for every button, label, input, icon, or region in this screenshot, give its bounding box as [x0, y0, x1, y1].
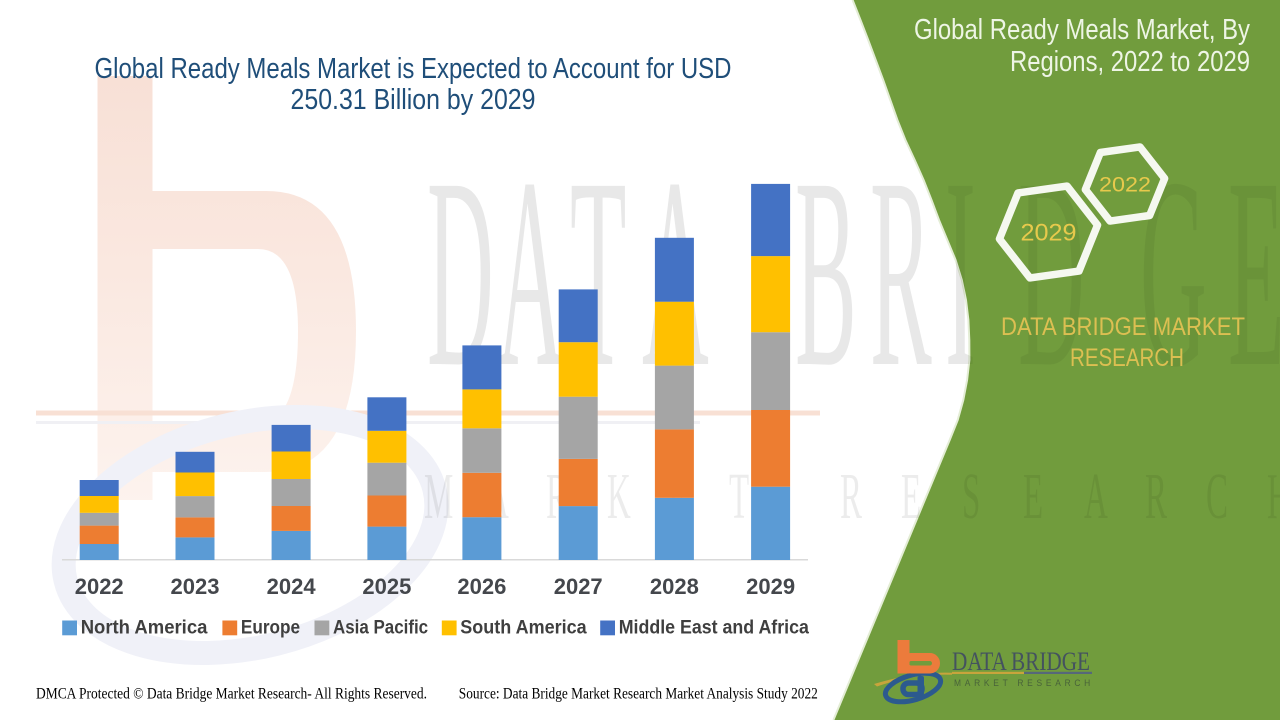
svg-text:DATA BRIDGE: DATA BRIDGE	[952, 647, 1090, 676]
svg-text:Global Ready Meals Market, By: Global Ready Meals Market, By	[914, 14, 1250, 46]
svg-text:DMCA Protected © Data Bridge M: DMCA Protected © Data Bridge Market Rese…	[36, 686, 427, 703]
svg-text:C: C	[1206, 461, 1228, 533]
svg-text:2029: 2029	[1021, 220, 1077, 247]
svg-text:Asia Pacific: Asia Pacific	[333, 618, 428, 639]
svg-text:R: R	[1145, 461, 1167, 533]
svg-text:E: E	[1228, 122, 1280, 423]
svg-text:E: E	[901, 461, 921, 533]
svg-text:2026: 2026	[457, 574, 506, 599]
svg-text:2028: 2028	[650, 574, 699, 599]
svg-text:K: K	[607, 461, 631, 533]
svg-text:South America: South America	[460, 618, 587, 639]
svg-text:S: S	[962, 461, 980, 533]
svg-text:2029: 2029	[746, 574, 795, 599]
svg-text:Middle East and Africa: Middle East and Africa	[619, 618, 810, 639]
svg-text:MARKET RESEARCH: MARKET RESEARCH	[954, 678, 1094, 688]
svg-text:B: B	[795, 122, 857, 423]
svg-text:RESEARCH: RESEARCH	[1070, 344, 1184, 372]
svg-text:A: A	[497, 122, 564, 423]
svg-text:2023: 2023	[171, 574, 220, 599]
svg-text:R: R	[840, 461, 862, 533]
svg-text:2027: 2027	[554, 574, 603, 599]
svg-text:2022: 2022	[75, 574, 124, 599]
svg-text:2025: 2025	[362, 574, 411, 599]
svg-text:G: G	[1140, 122, 1207, 423]
svg-text:Europe: Europe	[241, 618, 300, 639]
svg-text:Global Ready Meals Market is E: Global Ready Meals Market is Expected to…	[95, 53, 732, 85]
svg-text:DATA BRIDGE MARKET: DATA BRIDGE MARKET	[1001, 313, 1245, 341]
svg-text:A: A	[1084, 461, 1108, 533]
svg-text:Regions, 2022 to 2029: Regions, 2022 to 2029	[1010, 46, 1250, 78]
svg-text:H: H	[1267, 461, 1280, 533]
svg-text:M: M	[424, 461, 453, 533]
svg-text:T: T	[729, 461, 749, 533]
svg-text:2022: 2022	[1099, 174, 1151, 197]
svg-text:250.31 Billion by 2029: 250.31 Billion by 2029	[291, 84, 536, 116]
svg-text:2024: 2024	[267, 574, 317, 599]
svg-text:North America: North America	[81, 618, 208, 639]
svg-text:E: E	[1023, 461, 1043, 533]
svg-text:Source: Data Bridge Market Res: Source: Data Bridge Market Research Mark…	[459, 686, 818, 703]
